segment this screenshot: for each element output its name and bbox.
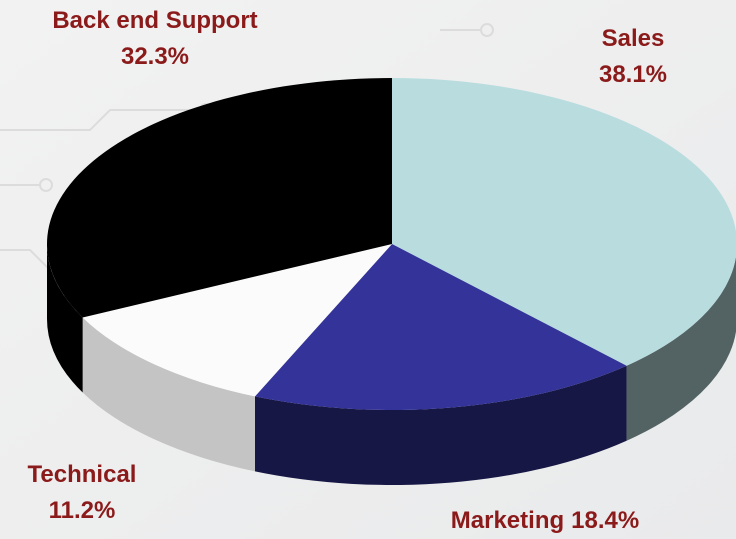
data-label: Technical 11.2% [28, 461, 137, 524]
label-value: 38.1% [599, 61, 667, 88]
data-label: Back end Support 32.3% [52, 7, 257, 70]
slice [392, 78, 736, 366]
slice [82, 244, 392, 397]
label-value: 11.2% [49, 497, 116, 524]
label-value: 32.3% [121, 43, 189, 70]
slice-side [254, 365, 627, 485]
label-name: Marketing [451, 507, 564, 534]
slice [254, 244, 627, 410]
slice [46, 78, 392, 318]
label-value: 18.4% [571, 507, 639, 534]
slice-side [82, 317, 255, 472]
label-name: Sales [602, 25, 665, 52]
label-name: Technical [28, 461, 137, 488]
slice-side [626, 256, 736, 441]
slice-side [47, 244, 83, 393]
label-name: Back end Support [52, 7, 257, 34]
data-label: Marketing 18.4% [451, 507, 639, 534]
data-label: Sales 38.1% [599, 25, 667, 88]
